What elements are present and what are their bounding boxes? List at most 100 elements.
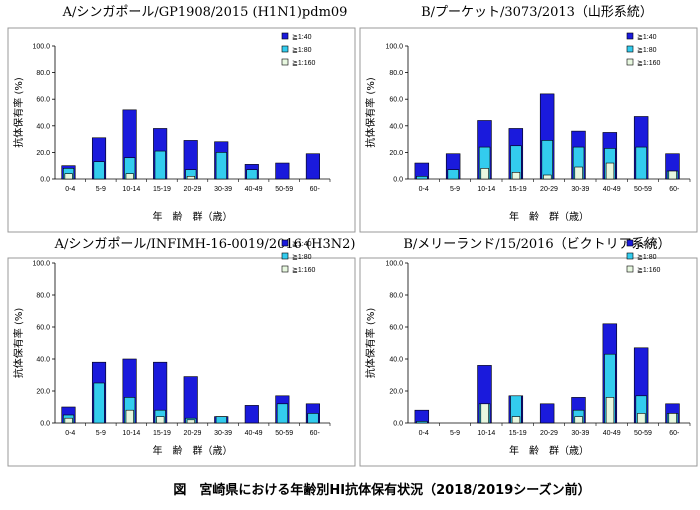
bar (307, 413, 319, 424)
y-tick-label: 0.0 (393, 177, 403, 184)
bar (246, 169, 258, 180)
y-axis-label: 抗体保有率 (%) (364, 308, 377, 379)
bar (275, 162, 290, 180)
x-tick-label: 20-29 (184, 186, 202, 193)
figure-caption: 図 宮崎県における年齢別HI抗体保有状況（2018/2019シーズン前） (173, 482, 590, 498)
bar (511, 172, 521, 180)
y-tick-label: 20.0 (389, 389, 403, 396)
x-tick-label: 40-49 (603, 186, 621, 193)
x-tick-label: 15-19 (153, 186, 171, 193)
bar (574, 166, 583, 180)
x-axis-label: 年 齢 群（歳） (153, 210, 233, 223)
x-tick-label: 60- (669, 430, 680, 437)
x-axis-label: 年 齢 群（歳） (153, 444, 233, 457)
chart-title: A/シンガポール/INFIMH-16-0019/2016 (H3N2) (54, 237, 356, 252)
x-tick-label: 30-39 (571, 186, 589, 193)
bar (125, 173, 134, 180)
x-tick-label: 60- (310, 186, 321, 193)
bar (605, 162, 615, 180)
bar (186, 176, 195, 180)
bar (276, 403, 289, 424)
x-tick-label: 10-14 (477, 186, 495, 193)
y-tick-label: 20.0 (36, 150, 50, 157)
x-tick-label: 0-4 (419, 186, 429, 193)
legend-label: ≧1:80 (637, 47, 657, 54)
y-tick-label: 40.0 (389, 123, 403, 130)
y-tick-label: 40.0 (36, 123, 50, 130)
chart-title: B/プーケット/3073/2013（山形系統） (421, 5, 653, 20)
x-tick-label: 60- (310, 430, 321, 437)
x-tick-label: 15-19 (153, 430, 171, 437)
legend-label: ≧1:160 (292, 60, 315, 67)
x-tick-label: 5-9 (450, 430, 460, 437)
x-tick-label: 20-29 (540, 186, 558, 193)
x-tick-label: 30-39 (571, 430, 589, 437)
x-tick-label: 50-59 (634, 430, 652, 437)
legend-swatch (281, 45, 289, 53)
y-tick-label: 100.0 (32, 44, 50, 51)
x-tick-label: 0-4 (65, 186, 75, 193)
bar (447, 169, 459, 180)
x-tick-label: 50-59 (275, 186, 293, 193)
legend-label: ≧1:160 (292, 267, 315, 274)
chart-title: A/シンガポール/GP1908/2015 (H1N1)pdm09 (62, 5, 348, 20)
y-tick-label: 100.0 (385, 261, 403, 268)
bar (215, 416, 227, 424)
bar (93, 161, 105, 180)
x-tick-label: 10-14 (477, 430, 495, 437)
x-tick-label: 10-14 (122, 186, 140, 193)
y-axis-label: 抗体保有率 (%) (364, 77, 377, 148)
x-tick-label: 30-39 (214, 186, 232, 193)
bar (244, 405, 259, 424)
bar (215, 152, 227, 180)
legend-label: ≧1:40 (292, 241, 312, 248)
y-tick-label: 60.0 (36, 325, 50, 332)
x-tick-label: 50-59 (275, 430, 293, 437)
bar (541, 140, 553, 180)
x-tick-label: 40-49 (245, 430, 263, 437)
bar (668, 170, 677, 180)
bar (154, 150, 166, 180)
bar (93, 382, 105, 424)
y-tick-label: 60.0 (389, 325, 403, 332)
chart-panel: B/メリーランド/15/2016（ビクトリア系統） 0.0 20.0 40.0 60.0… (359, 237, 698, 467)
chart-panel: B/プーケット/3073/2013（山形系統） 0.0 20.0 40.0 60.0 80… (359, 5, 698, 233)
legend-swatch (281, 252, 289, 260)
y-tick-label: 20.0 (389, 150, 403, 157)
bar (511, 416, 521, 424)
y-axis-label: 抗体保有率 (%) (12, 308, 25, 379)
chart-panel: A/シンガポール/GP1908/2015 (H1N1)pdm09 0.0 20.0 4… (7, 5, 356, 233)
y-tick-label: 60.0 (36, 97, 50, 104)
x-axis-label: 年 齢 群（歳） (509, 444, 589, 457)
legend-swatch (281, 239, 289, 247)
y-tick-label: 0.0 (393, 421, 403, 428)
legend-label: ≧1:40 (292, 34, 312, 41)
bar (480, 168, 489, 180)
bar (637, 413, 646, 424)
y-tick-label: 60.0 (389, 97, 403, 104)
bar (635, 146, 647, 180)
legend-swatch (281, 265, 289, 273)
legend-swatch (626, 58, 634, 66)
x-tick-label: 5-9 (96, 186, 106, 193)
legend-swatch (626, 239, 634, 247)
chart-frame (7, 27, 356, 233)
y-tick-label: 80.0 (36, 293, 50, 300)
x-tick-label: 60- (669, 186, 680, 193)
y-tick-label: 40.0 (389, 357, 403, 364)
y-tick-label: 80.0 (36, 70, 50, 77)
bar (480, 403, 489, 424)
y-tick-label: 100.0 (385, 44, 403, 51)
x-tick-label: 40-49 (603, 430, 621, 437)
y-tick-label: 80.0 (389, 293, 403, 300)
bar (64, 417, 73, 424)
x-tick-label: 10-14 (122, 430, 140, 437)
legend-swatch (626, 32, 634, 40)
x-tick-label: 0-4 (65, 430, 75, 437)
bar (543, 174, 552, 180)
x-tick-label: 5-9 (450, 186, 460, 193)
bar (668, 413, 677, 424)
legend-label: ≧1:40 (637, 34, 657, 41)
chart-panel: A/シンガポール/INFIMH-16-0019/2016 (H3N2) 0.0 20… (7, 237, 356, 467)
chart-frame (359, 257, 698, 467)
